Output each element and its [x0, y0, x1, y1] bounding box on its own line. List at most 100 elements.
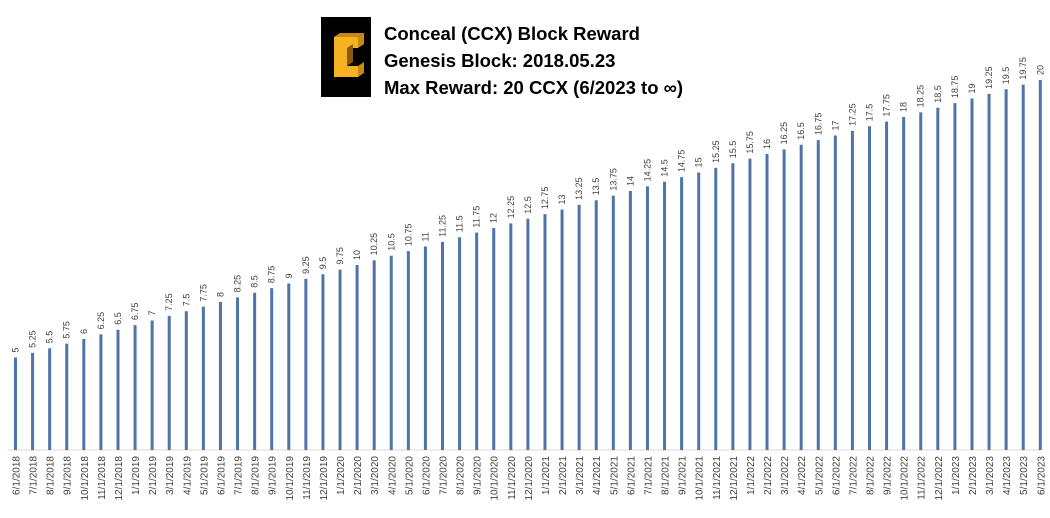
- bar: [577, 204, 581, 451]
- bar: [201, 306, 205, 451]
- bar: [1004, 89, 1008, 450]
- bar-value-label: 18.5: [933, 85, 943, 103]
- bar-value-label: 13.25: [574, 177, 584, 200]
- bar: [868, 126, 871, 450]
- bar: [338, 269, 342, 451]
- x-tick-label: 10/1/2019: [285, 456, 296, 501]
- chart-subtitle-genesis: Genesis Block: 2018.05.23: [384, 50, 616, 71]
- bar-value-label: 14: [625, 176, 635, 186]
- bar: [953, 103, 957, 451]
- bar: [1021, 84, 1025, 451]
- bar: [526, 218, 530, 450]
- chart-title-block: Conceal (CCX) Block Reward Genesis Block…: [384, 20, 683, 101]
- x-tick-label: 7/1/2020: [439, 456, 450, 495]
- bar-value-label: 19.75: [1018, 57, 1028, 80]
- bar: [270, 288, 274, 451]
- bar: [423, 246, 427, 450]
- value-labels-group: 5 5.25 5.5 5.75 6 6.25 6.5 6.75 7 7.25 7.5 7.75 8 8.2…: [11, 57, 1046, 352]
- x-tick-label: 7/1/2019: [234, 456, 245, 495]
- bar: [509, 223, 513, 451]
- bar-value-label: 8.5: [250, 275, 260, 288]
- x-tick-label: 12/1/2019: [319, 456, 330, 501]
- bar-value-label: 12.75: [540, 187, 550, 210]
- bar-value-label: 19: [967, 83, 977, 93]
- bar-value-label: 10.5: [386, 233, 396, 251]
- bar-value-label: 16.75: [813, 113, 823, 136]
- x-tick-label: 4/1/2022: [797, 456, 808, 495]
- x-tick-label: 1/1/2023: [951, 456, 962, 495]
- bar-value-label: 17.25: [847, 103, 857, 126]
- bar: [236, 297, 240, 451]
- bar: [150, 320, 154, 450]
- bar-value-label: 16: [762, 139, 772, 149]
- bar-value-label: 7.25: [164, 293, 174, 311]
- bar-value-label: 12.25: [506, 196, 516, 219]
- bar: [697, 172, 701, 450]
- bar: [833, 135, 837, 450]
- x-tick-label: 10/1/2020: [490, 456, 501, 501]
- x-tick-label: 8/1/2020: [456, 456, 467, 495]
- bar-value-label: 8.75: [267, 266, 277, 284]
- x-tick-label: 5/1/2023: [1019, 456, 1030, 495]
- x-tick-label: 4/1/2020: [387, 456, 398, 495]
- x-tick-label: 8/1/2022: [866, 456, 877, 495]
- bar-value-label: 9: [284, 273, 294, 278]
- bar: [919, 112, 923, 451]
- x-tick-label: 3/1/2021: [575, 456, 586, 495]
- x-tick-label: 6/1/2022: [831, 456, 842, 495]
- bar: [441, 241, 444, 451]
- bars-group: [14, 80, 1042, 451]
- bar-value-label: 18: [899, 102, 909, 112]
- x-tick-label: 5/1/2021: [609, 456, 620, 495]
- bar-value-label: 6: [79, 329, 89, 334]
- x-tick-label: 6/1/2019: [216, 456, 227, 495]
- bar-value-label: 11.75: [472, 206, 482, 228]
- bar-value-label: 7.5: [181, 294, 191, 307]
- x-tick-label: 11/1/2022: [917, 456, 928, 500]
- bar: [543, 214, 547, 451]
- x-tick-label: 10/1/2018: [80, 456, 91, 501]
- bar-value-label: 17.75: [882, 94, 892, 117]
- bar: [594, 200, 598, 450]
- bar: [65, 343, 69, 451]
- x-tick-label: 7/1/2018: [29, 456, 40, 495]
- bar: [680, 177, 684, 451]
- bar-value-label: 11: [420, 232, 430, 241]
- bar-value-label: 13.75: [608, 168, 618, 191]
- bar-value-label: 11.5: [455, 215, 465, 232]
- bar: [133, 325, 137, 451]
- bar-value-label: 15.75: [745, 131, 755, 154]
- x-tick-label: 8/1/2021: [661, 456, 672, 495]
- bar-value-label: 8.25: [233, 275, 243, 293]
- bar: [936, 107, 940, 450]
- bar: [731, 163, 735, 450]
- bar-value-label: 17: [830, 120, 840, 130]
- bar-value-label: 6.75: [130, 303, 140, 321]
- bar: [184, 311, 188, 450]
- bar-value-label: 6.5: [113, 312, 123, 325]
- bar-value-label: 18.25: [916, 85, 926, 108]
- bar-value-label: 13: [557, 194, 567, 204]
- bar: [560, 209, 564, 450]
- bar-value-label: 9.75: [335, 247, 345, 265]
- bar: [48, 348, 52, 450]
- x-tick-label: 3/1/2019: [165, 456, 176, 495]
- x-tick-label: 9/1/2022: [883, 456, 894, 495]
- x-tick-label: 1/1/2021: [541, 456, 552, 495]
- x-tick-label: 6/1/2023: [1036, 456, 1047, 495]
- x-tick-label: 6/1/2020: [421, 456, 432, 495]
- bar: [782, 149, 786, 451]
- bar-value-label: 5.5: [45, 331, 55, 344]
- x-tick-label: 2/1/2023: [968, 456, 979, 495]
- x-tick-labels-group: 6/1/2018 7/1/2018 8/1/2018 9/1/2018 10/1/201…: [12, 456, 1048, 501]
- bar-value-label: 9.5: [318, 257, 328, 270]
- x-tick-label: 10/1/2022: [900, 456, 911, 501]
- conceal-c-logo-icon: [321, 17, 371, 97]
- bar: [406, 251, 410, 451]
- bar: [389, 255, 393, 450]
- x-tick-label: 9/1/2018: [63, 456, 74, 495]
- bar: [287, 283, 291, 450]
- x-tick-label: 2/1/2020: [353, 456, 364, 495]
- x-tick-label: 1/1/2020: [336, 456, 347, 495]
